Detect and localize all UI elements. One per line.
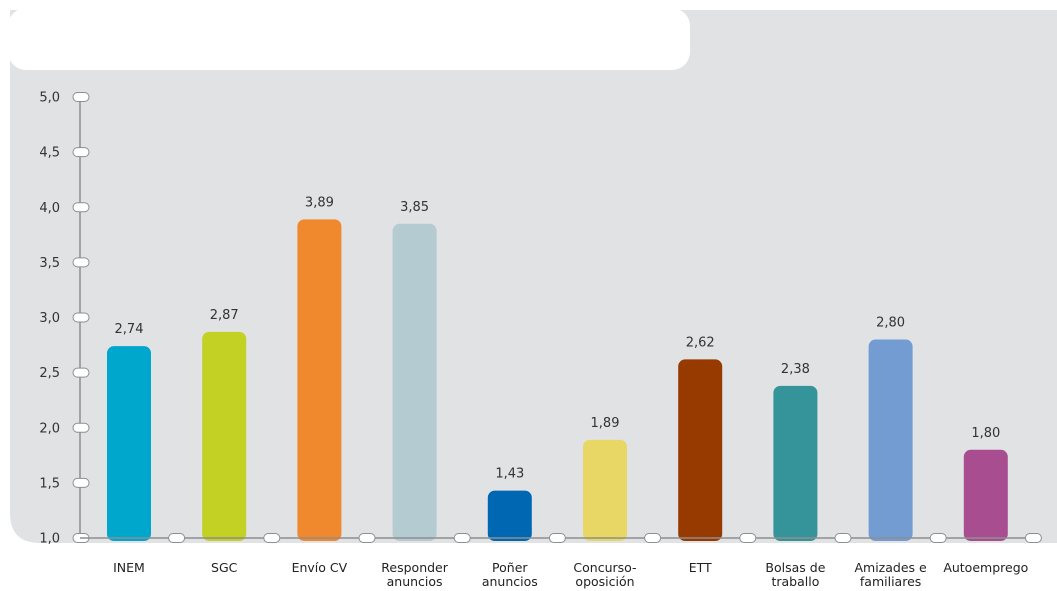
y-tick-mark	[72, 257, 90, 268]
y-tick-label: 3,0	[39, 311, 60, 326]
x-tick-label-line: anuncios	[387, 574, 443, 589]
x-tick-label-line: Envío CV	[292, 560, 348, 575]
bar	[107, 346, 151, 541]
bar-value-label: 3,89	[305, 195, 334, 210]
x-tick-mark	[834, 533, 852, 543]
bar-value-label: 2,38	[781, 362, 810, 377]
x-tick-label-line: familiares	[860, 574, 921, 589]
x-tick-label: Concurso-oposición	[573, 560, 636, 589]
y-tick-mark	[72, 312, 90, 323]
x-tick-label-line: INEM	[113, 560, 145, 575]
y-axis: 1,0 1,5 2,0 2,5 3,0 3,5 4,0 4,5 5,0	[39, 91, 90, 547]
bar-value-label: 2,74	[115, 322, 144, 337]
x-tick-mark	[453, 533, 471, 543]
bar-value-label: 2,62	[686, 335, 715, 350]
y-tick-label: 2,0	[39, 421, 60, 436]
x-tick-label-line: Responder	[381, 560, 448, 575]
x-tick-label-line: SGC	[211, 560, 238, 575]
x-tick-label: Envío CV	[292, 560, 348, 575]
bar	[297, 219, 342, 541]
x-tick-mark	[644, 533, 662, 543]
bar-value-label: 1,80	[971, 426, 1000, 441]
x-tick-label-line: Autoemprego	[943, 560, 1028, 575]
y-tick-label: 1,5	[39, 476, 60, 491]
bar	[678, 359, 723, 541]
x-tick-label: INEM	[113, 560, 145, 575]
x-tick-label: Responder anuncios	[381, 560, 448, 589]
y-tick-label: 2,5	[39, 366, 60, 381]
y-tick-label: 3,5	[39, 256, 60, 271]
y-tick-label: 1,0	[39, 532, 60, 547]
x-tick-mark	[263, 533, 281, 543]
x-tick-label-line: Concurso-	[573, 560, 636, 575]
bar	[202, 331, 247, 541]
bars: 2,74 2,87 3,89 3,85 1,43 1,89 2,62 2,38 2,80 1,80	[107, 195, 1008, 541]
y-tick-label: 4,0	[39, 201, 60, 216]
x-tick-mark	[358, 533, 376, 543]
y-tick-label: 4,5	[39, 146, 60, 161]
y-tick-mark	[72, 92, 90, 102]
bar-value-label: 2,80	[876, 316, 905, 331]
x-tick-label: Autoemprego	[943, 560, 1028, 575]
bar	[773, 385, 818, 541]
x-tick-mark	[548, 533, 566, 543]
x-tick-label-line: ETT	[689, 560, 712, 575]
x-tick-label-line: Bolsas de	[765, 560, 825, 575]
y-tick-mark	[72, 422, 90, 433]
x-tick-label-line: anuncios	[482, 574, 538, 589]
bar-value-label: 1,89	[591, 416, 620, 431]
x-tick-label-line: Poñer	[492, 560, 528, 575]
x-tick-mark	[929, 533, 947, 543]
x-tick-mark	[1024, 533, 1042, 543]
bar	[963, 449, 1008, 541]
x-tick-mark	[739, 533, 757, 543]
bar	[583, 439, 627, 541]
x-tick-label: Bolsas de traballo	[765, 560, 825, 589]
bar	[392, 223, 437, 541]
bar	[487, 490, 532, 541]
bar-value-label: 1,43	[495, 467, 524, 482]
title-box	[8, 8, 690, 70]
x-tick-label: ETT	[689, 560, 712, 575]
bar-value-label: 2,87	[210, 308, 239, 323]
y-tick-mark	[72, 202, 90, 213]
y-tick-mark	[72, 477, 90, 488]
x-tick-label-line: oposición	[575, 574, 634, 589]
x-tick-label-line: traballo	[771, 574, 819, 589]
y-tick-label: 5,0	[39, 91, 60, 106]
x-tick-mark	[168, 533, 186, 543]
x-tick-label-line: Amizades e	[854, 560, 927, 575]
x-tick-label: SGC	[211, 560, 238, 575]
y-tick-mark	[72, 367, 90, 378]
x-tick-label: Amizades e familiares	[854, 560, 927, 589]
x-tick-label: Poñer anuncios	[482, 560, 538, 589]
bar	[868, 339, 913, 541]
bar-value-label: 3,85	[400, 200, 429, 215]
y-tick-mark	[72, 147, 90, 158]
